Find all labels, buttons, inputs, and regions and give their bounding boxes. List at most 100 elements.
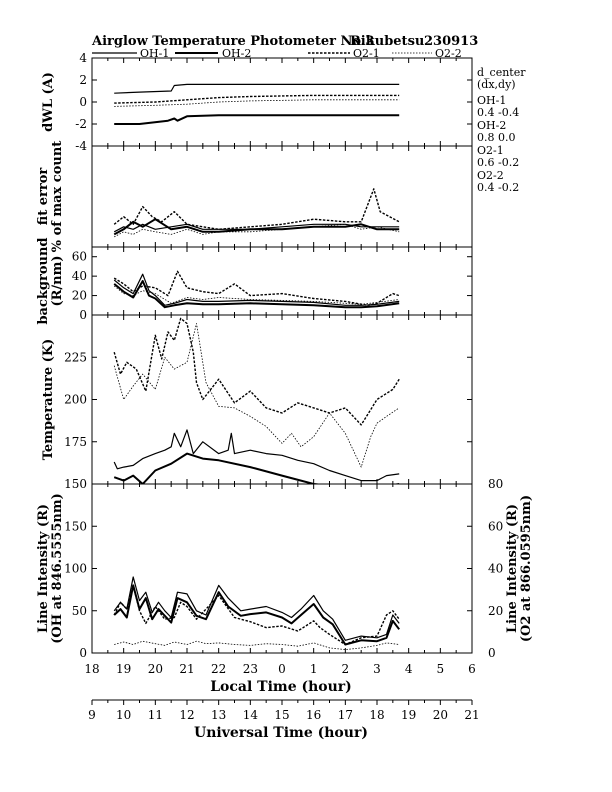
y-axis-label-line: (OH at 846.5555nm): [50, 493, 65, 643]
y-axis-label-fit: fit error% of max count: [36, 141, 65, 253]
y-axis-label-line: Temperature (K): [41, 339, 56, 461]
x-local-tick-label: 21: [179, 662, 194, 676]
legend-label-o2-2: O2-2: [435, 47, 462, 60]
y-axis-label-right-line: (O2 at 866.0595nm): [519, 495, 534, 642]
y-axis-label-line: (R/nm): [50, 255, 65, 306]
panels: -4 -2 0 2 4 dWL (A) fit error% of max count 0 20…: [36, 51, 534, 660]
x-local-tick-label: 0: [278, 662, 286, 676]
y-tick-label: 4: [79, 51, 87, 65]
y-tick-label: 225: [64, 350, 87, 364]
x-ut-tick-label: 21: [464, 708, 479, 722]
series-int-o2-2: [114, 640, 400, 650]
legend: OH-1 OH-2 O2-1 O2-2: [92, 47, 462, 60]
x-local-tick-label: 1: [310, 662, 318, 676]
d-center-info: d_center(dx,dy) OH-10.4 -0.4OH-20.8 0.0 O2…: [477, 66, 526, 194]
panel-frame-dwl: [91, 57, 473, 147]
y-tick-label: 20: [72, 289, 87, 303]
y-axis-label-line: % of max count: [50, 141, 65, 253]
panel-frame-temp: [91, 314, 473, 485]
y-tick-label: 150: [64, 477, 87, 491]
x-local-tick-label: 6: [468, 662, 476, 676]
x-local-tick-label: 18: [84, 662, 99, 676]
x-ut-tick-label: 17: [338, 708, 353, 722]
x-ut-tick-label: 18: [369, 708, 384, 722]
d-center-value-o2-1: 0.6 -0.2: [477, 156, 519, 169]
x-axes: Local Time (hour) Universal Time (hour) …: [84, 662, 479, 741]
series-fit-oh-2: [113, 218, 400, 236]
series-group-dwl: [114, 83, 400, 125]
y-tick-label: 175: [64, 435, 87, 449]
y-axis-label-int: Line Intensity (R)(OH at 846.5555nm): [36, 493, 65, 643]
panel-frame-int: [91, 483, 473, 654]
series-bg-o2-2: [113, 285, 400, 305]
x-local-tick-label: 4: [405, 662, 413, 676]
x-local-tick-label: 22: [211, 662, 226, 676]
y-axis-label-right: Line Intensity (R)(O2 at 866.0595nm): [505, 495, 534, 642]
panel-bg: 0 20 40 60 background(R/nm): [36, 237, 473, 325]
series-int-oh-2: [113, 584, 400, 646]
x-axis-label-local: Local Time (hour): [210, 679, 352, 695]
x-ut-tick-label: 15: [274, 708, 289, 722]
y-axis-label-line: fit error: [36, 168, 51, 226]
y-axis-label-bg: background(R/nm): [36, 237, 65, 324]
y-tick-label: 50: [72, 604, 87, 618]
series-bg-oh-2: [113, 280, 400, 309]
y-tick-label: -4: [75, 139, 87, 153]
y-tick-label: 40: [72, 269, 87, 283]
chart-header: Airglow Temperature Photometer No.3 Riku…: [91, 34, 478, 49]
panel-fit: fit error% of max count: [36, 141, 473, 253]
x-ut-tick-label: 12: [179, 708, 194, 722]
y-tick-label: -2: [75, 117, 87, 131]
series-temp-o2-1: [113, 317, 400, 426]
x-local-tick-label: 19: [116, 662, 131, 676]
legend-label-oh-2: OH-2: [222, 47, 251, 60]
series-temp-oh-2: [113, 452, 400, 484]
series-int-oh-1: [113, 576, 400, 641]
series-group-int: [113, 576, 400, 650]
d-center-name-oh-1: OH-1: [477, 94, 506, 107]
series-group-temp: [113, 317, 400, 484]
x-ut-tick-label: 10: [116, 708, 131, 722]
y-axis-label-dwl: dWL (A): [41, 72, 56, 132]
d-center-name-oh-2: OH-2: [477, 119, 506, 132]
x-local-tick-label: 23: [243, 662, 258, 676]
x-local-tick-label: 3: [373, 662, 381, 676]
x-ut-tick-label: 9: [88, 708, 96, 722]
d-center-subheader: (dx,dy): [477, 78, 516, 91]
series-dwl-oh-2: [114, 114, 400, 125]
x-ut-tick-label: 11: [148, 708, 163, 722]
panel-frame-fit: [91, 145, 473, 248]
y-tick-label: 0: [79, 308, 87, 322]
series-dwl-o2-1: [114, 94, 400, 104]
d-center-value-oh-2: 0.8 0.0: [477, 131, 515, 144]
x-local-tick-label: 5: [437, 662, 445, 676]
panel-dwl: -4 -2 0 2 4 dWL (A): [41, 51, 473, 153]
d-center-value-oh-1: 0.4 -0.4: [477, 106, 519, 119]
x-local-tick-label: 2: [342, 662, 350, 676]
panel-temp: 150 175 200 225 Temperature (K): [41, 314, 473, 491]
x-ut-tick-label: 20: [433, 708, 448, 722]
y-tick-label: 100: [64, 562, 87, 576]
series-temp-oh-1: [113, 429, 400, 482]
y-right-tick-label: 20: [488, 604, 503, 618]
y-tick-label: 2: [79, 73, 87, 87]
y-right-tick-label: 60: [488, 519, 503, 533]
series-bg-oh-1: [113, 273, 400, 306]
series-dwl-o2-2: [114, 99, 400, 107]
d-center-name-o2-2: O2-2: [477, 169, 504, 182]
y-right-tick-label: 80: [488, 477, 503, 491]
x-ut-tick-label: 14: [243, 708, 259, 722]
d-center-header: d_center: [477, 66, 526, 79]
y-axis-label-line: dWL (A): [41, 72, 56, 132]
x-axis-label-ut: Universal Time (hour): [194, 725, 368, 741]
x-ut-tick-label: 16: [306, 708, 321, 722]
chart-title: Airglow Temperature Photometer No.3: [91, 34, 374, 49]
legend-label-oh-1: OH-1: [140, 47, 169, 60]
series-group-bg: [113, 270, 400, 309]
legend-label-o2-1: O2-1: [353, 47, 380, 60]
x-ut-tick-label: 13: [211, 708, 226, 722]
y-axis-label-right-line: Line Intensity (R): [505, 504, 520, 633]
date-code: 230913: [424, 34, 478, 49]
